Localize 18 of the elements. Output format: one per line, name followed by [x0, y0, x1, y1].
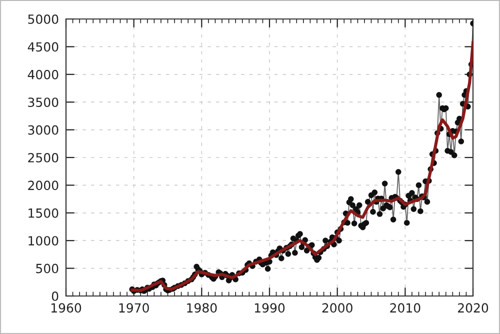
- y-tick-label: 4000: [28, 70, 58, 80]
- y-tick-label: 5000: [28, 14, 58, 24]
- y-tick-label: 2000: [28, 180, 58, 190]
- x-tick-label: 1960: [51, 303, 82, 313]
- y-tick-label: 3500: [28, 98, 58, 108]
- x-tick-label: 2020: [458, 303, 488, 313]
- y-tick-label: 0: [52, 291, 58, 301]
- y-tick-label: 3000: [28, 125, 58, 135]
- x-tick-label: 1970: [119, 303, 149, 313]
- x-tick-label: 2000: [322, 303, 352, 313]
- y-tick-label: 1000: [28, 236, 58, 246]
- x-tick-label: 1980: [187, 303, 217, 313]
- y-tick-label: 2500: [28, 152, 58, 162]
- y-tick-label: 1500: [28, 208, 58, 218]
- y-tick-label: 500: [36, 264, 58, 274]
- y-tick-label: 4500: [28, 42, 58, 52]
- x-tick-label: 1990: [254, 303, 285, 313]
- x-tick-label: 2010: [390, 303, 420, 313]
